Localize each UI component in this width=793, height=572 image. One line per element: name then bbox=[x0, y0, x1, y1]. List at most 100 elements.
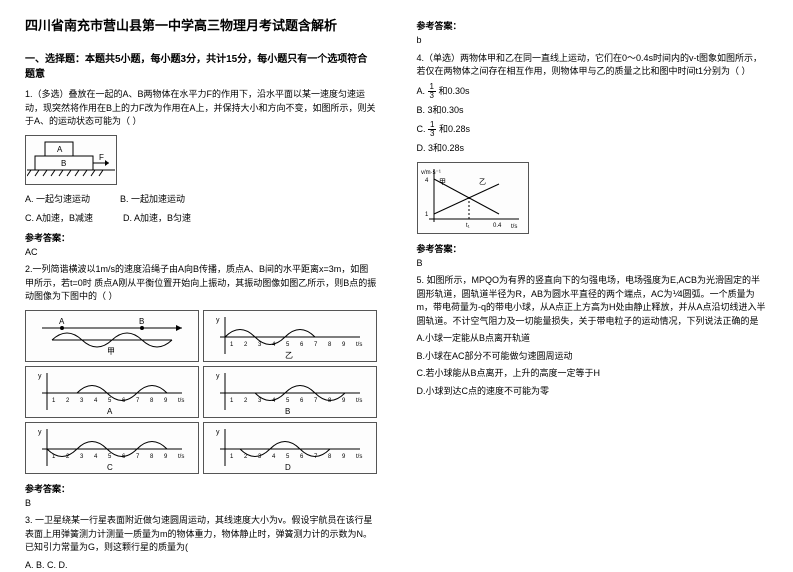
svg-text:6: 6 bbox=[300, 398, 304, 404]
svg-text:t/s: t/s bbox=[356, 398, 362, 404]
svg-text:C: C bbox=[107, 463, 113, 472]
q4-optc-text: 和0.28s bbox=[439, 124, 470, 134]
label-yi: 乙 bbox=[285, 351, 293, 360]
svg-text:0.4: 0.4 bbox=[493, 223, 502, 229]
wave-c-diagram: y t/s 123 456 789 C bbox=[25, 422, 199, 474]
svg-text:4: 4 bbox=[272, 342, 276, 348]
r-answer-label: 参考答案： bbox=[417, 19, 769, 32]
svg-text:8: 8 bbox=[328, 342, 332, 348]
vt-diagram: v/m·s⁻¹ t/s 甲 乙 t₁ 0.4 4 1 bbox=[417, 162, 529, 234]
svg-text:5: 5 bbox=[286, 342, 290, 348]
wave-svg-2: y t/s 123 456 789 乙 bbox=[210, 312, 370, 360]
svg-text:A: A bbox=[59, 317, 65, 326]
svg-text:3: 3 bbox=[258, 342, 262, 348]
svg-text:1: 1 bbox=[230, 398, 234, 404]
svg-text:v/m·s⁻¹: v/m·s⁻¹ bbox=[421, 170, 441, 176]
q2-answer-label: 参考答案： bbox=[25, 482, 377, 495]
svg-text:4: 4 bbox=[425, 178, 429, 184]
svg-text:4: 4 bbox=[94, 454, 98, 460]
q1-opta: 一起匀速运动 bbox=[36, 194, 90, 204]
svg-text:5: 5 bbox=[286, 398, 290, 404]
wave-svg-b: y t/s 123 456 789 B bbox=[210, 368, 370, 416]
q4-optc: C. 1 3 和0.28s bbox=[417, 121, 769, 138]
q4-optd: D. 3和0.28s bbox=[417, 142, 769, 156]
svg-text:D: D bbox=[285, 463, 291, 472]
section-heading: 一、选择题：本题共5小题，每小题3分，共计15分，每小题只有一个选项符合题意 bbox=[25, 50, 377, 80]
page-root: 四川省南充市营山县第一中学高三物理月考试题含解析 一、选择题：本题共5小题，每小… bbox=[0, 0, 793, 561]
wave-d-diagram: y t/s 123 456 789 D bbox=[203, 422, 377, 474]
q5-stem: 5. 如图所示，MPQO为有界的竖直向下的匀强电场，电场强度为E,ACB为光滑固… bbox=[417, 274, 769, 328]
svg-text:y: y bbox=[38, 429, 42, 436]
wave-a-diagram: y t/s 123 456 789 A bbox=[25, 366, 199, 418]
svg-text:y: y bbox=[216, 317, 220, 324]
svg-text:5: 5 bbox=[108, 454, 112, 460]
q4-answer: B bbox=[417, 257, 769, 271]
svg-text:y: y bbox=[38, 373, 42, 380]
svg-text:t/s: t/s bbox=[356, 342, 362, 348]
svg-text:1: 1 bbox=[52, 398, 56, 404]
svg-text:3: 3 bbox=[80, 398, 84, 404]
q4-opta: A. 1 3 和0.30s bbox=[417, 83, 769, 100]
label-a: A bbox=[57, 145, 63, 154]
q5-opta: A.小球一定能从B点离开轨道 bbox=[417, 332, 769, 346]
opt-text: A. 一起匀速运动 bbox=[25, 192, 90, 205]
svg-text:甲: 甲 bbox=[439, 178, 446, 186]
svg-text:1: 1 bbox=[230, 454, 234, 460]
svg-text:t/s: t/s bbox=[511, 224, 517, 230]
svg-text:1: 1 bbox=[230, 342, 234, 348]
fraction-icon: 1 3 bbox=[428, 83, 436, 100]
q4-stem: 4.（单选）两物体甲和乙在同一直线上运动，它们在0～0.4s时间内的v-t图象如… bbox=[417, 52, 769, 79]
svg-text:2: 2 bbox=[66, 398, 70, 404]
svg-text:6: 6 bbox=[300, 342, 304, 348]
label-jia: 甲 bbox=[107, 347, 115, 356]
svg-text:乙: 乙 bbox=[479, 178, 486, 186]
frac-den: 3 bbox=[430, 92, 434, 100]
q1-optb: 一起加速运动 bbox=[131, 194, 185, 204]
q1-answer: AC bbox=[25, 246, 377, 260]
svg-text:9: 9 bbox=[164, 454, 168, 460]
svg-text:7: 7 bbox=[314, 342, 318, 348]
svg-text:2: 2 bbox=[244, 398, 248, 404]
svg-text:9: 9 bbox=[342, 454, 346, 460]
wave-ab-diagram: A B 甲 bbox=[25, 310, 199, 362]
wave-svg-d: y t/s 123 456 789 D bbox=[210, 424, 370, 472]
q4-answer-label: 参考答案： bbox=[417, 242, 769, 255]
q4-optb-text: 3和0.30s bbox=[428, 105, 464, 115]
wave-yi-diagram: y t/s 123 456 789 乙 bbox=[203, 310, 377, 362]
left-column: 四川省南充市营山县第一中学高三物理月考试题含解析 一、选择题：本题共5小题，每小… bbox=[25, 15, 377, 546]
right-column: 参考答案： b 4.（单选）两物体甲和乙在同一直线上运动，它们在0～0.4s时间… bbox=[417, 15, 769, 546]
q1-answer-label: 参考答案： bbox=[25, 231, 377, 244]
svg-text:t/s: t/s bbox=[178, 454, 184, 460]
svg-text:5: 5 bbox=[286, 454, 290, 460]
svg-text:4: 4 bbox=[94, 398, 98, 404]
svg-text:2: 2 bbox=[244, 342, 248, 348]
svg-text:3: 3 bbox=[258, 398, 262, 404]
svg-text:t₁: t₁ bbox=[466, 223, 470, 229]
vt-svg: v/m·s⁻¹ t/s 甲 乙 t₁ 0.4 4 1 bbox=[419, 164, 527, 232]
q1-diagram: A B F bbox=[25, 135, 117, 185]
q4-optb: B. 3和0.30s bbox=[417, 104, 769, 118]
q2-stem: 2.一列简谐横波以1m/s的速度沿绳子由A向B传播，质点A、B间的水平距离x=3… bbox=[25, 263, 377, 304]
q1-optd: A加速，B匀速 bbox=[134, 213, 191, 223]
opt-text: D. A加速，B匀速 bbox=[123, 211, 191, 224]
q5-optb: B.小球在AC部分不可能做匀速圆周运动 bbox=[417, 350, 769, 364]
svg-text:t/s: t/s bbox=[356, 454, 362, 460]
q5-optd: D.小球到达C点的速度不可能为零 bbox=[417, 385, 769, 399]
svg-text:B: B bbox=[285, 407, 290, 416]
svg-text:7: 7 bbox=[136, 398, 140, 404]
svg-text:B: B bbox=[139, 317, 144, 326]
doc-title: 四川省南充市营山县第一中学高三物理月考试题含解析 bbox=[25, 15, 377, 34]
wave-svg-1: A B 甲 bbox=[32, 312, 192, 360]
svg-text:A: A bbox=[107, 407, 113, 416]
opt-text: C. A加速，B减速 bbox=[25, 211, 93, 224]
q4-optd-text: 3和0.28s bbox=[428, 143, 464, 153]
svg-text:8: 8 bbox=[150, 398, 154, 404]
svg-text:8: 8 bbox=[328, 454, 332, 460]
svg-text:9: 9 bbox=[342, 398, 346, 404]
q1-optc: A加速，B减速 bbox=[36, 213, 93, 223]
svg-text:t/s: t/s bbox=[178, 398, 184, 404]
svg-text:5: 5 bbox=[108, 398, 112, 404]
svg-text:6: 6 bbox=[300, 454, 304, 460]
svg-text:4: 4 bbox=[272, 454, 276, 460]
q1-options-row2: C. A加速，B减速 D. A加速，B匀速 bbox=[25, 211, 377, 224]
